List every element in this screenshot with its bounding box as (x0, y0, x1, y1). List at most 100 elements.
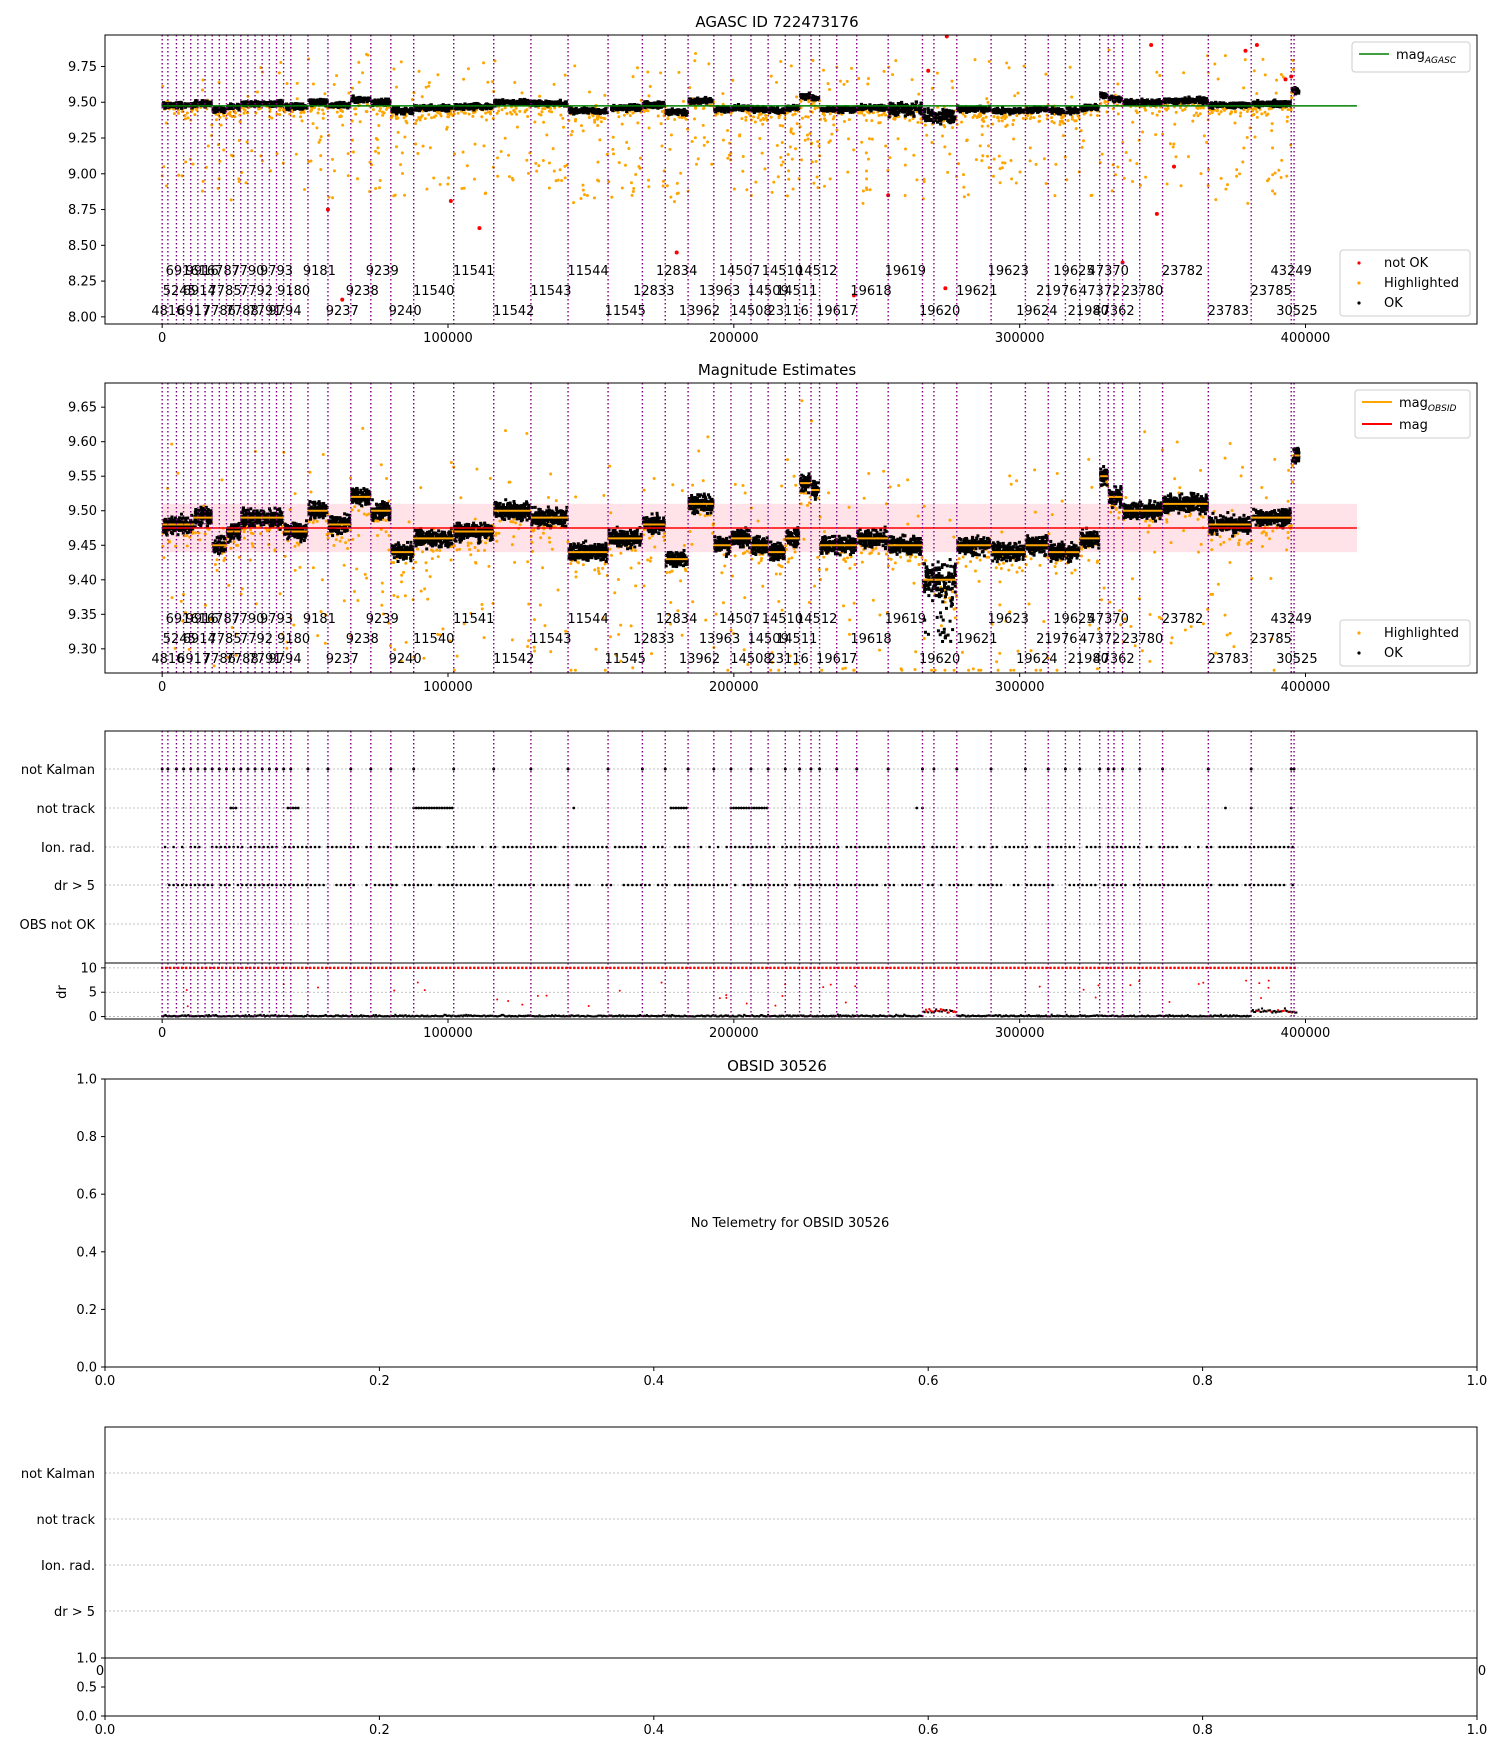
ok-point (971, 108, 976, 112)
highlighted-point (916, 120, 920, 124)
highlighted-point (1178, 106, 1182, 110)
ok-point (1037, 108, 1041, 112)
highlighted-point (992, 115, 996, 119)
ok-point (1167, 99, 1171, 103)
highlighted-point (781, 160, 785, 164)
highlighted-point (799, 99, 803, 103)
highlighted-point (1054, 162, 1058, 166)
ok-point (933, 113, 938, 117)
ok-point (597, 111, 601, 115)
highlighted-point (292, 114, 296, 118)
highlighted-point (1214, 198, 1218, 202)
ok-point (526, 100, 530, 105)
ok-point (901, 105, 905, 109)
ok-point (216, 108, 221, 113)
highlighted-point (585, 194, 589, 198)
ok-point (868, 106, 872, 110)
highlighted-point (828, 139, 832, 143)
highlighted-point (1103, 99, 1107, 103)
ok-point (931, 111, 935, 115)
ok-point (869, 109, 873, 113)
highlighted-point (346, 152, 350, 156)
highlighted-point (996, 115, 1000, 119)
highlighted-point (558, 168, 562, 172)
ok-point (175, 106, 180, 110)
highlighted-point (693, 136, 697, 140)
ok-point (626, 105, 630, 109)
highlighted-point (200, 88, 204, 92)
highlighted-point (184, 160, 188, 164)
highlighted-point (1082, 112, 1086, 116)
highlighted-point (998, 167, 1002, 171)
highlighted-point (177, 173, 181, 177)
highlighted-point (816, 105, 820, 109)
ok-point (963, 109, 967, 113)
ok-point (810, 95, 814, 99)
highlighted-point (1201, 106, 1205, 110)
highlighted-point (992, 157, 996, 161)
highlighted-point (394, 145, 398, 149)
ok-point (752, 110, 756, 115)
ok-point (736, 102, 741, 107)
ok-point (645, 100, 649, 104)
highlighted-point (255, 90, 259, 94)
ok-point (785, 108, 789, 112)
ok-point (1015, 108, 1019, 113)
ok-point (737, 108, 742, 112)
ok-point (816, 96, 821, 100)
ok-point (296, 105, 301, 109)
highlighted-point (1271, 146, 1275, 150)
ok-point (996, 109, 1001, 113)
ok-point (642, 103, 646, 107)
ok-point (276, 99, 281, 103)
highlighted-point (563, 176, 567, 180)
highlighted-point (1143, 106, 1147, 110)
highlighted-point (1206, 184, 1210, 188)
highlighted-point (318, 138, 322, 142)
highlighted-point (1279, 175, 1283, 179)
highlighted-point (980, 118, 984, 122)
highlighted-point (237, 180, 241, 184)
highlighted-point (526, 171, 530, 175)
highlighted-point (980, 133, 984, 137)
highlighted-point (503, 106, 507, 110)
ok-point (477, 103, 481, 107)
ok-point (939, 122, 943, 126)
highlighted-point (852, 148, 856, 152)
ok-point (1019, 110, 1023, 114)
ok-point (474, 105, 478, 109)
ok-point (350, 99, 354, 103)
highlighted-point (1044, 72, 1048, 76)
highlighted-point (726, 129, 730, 133)
highlighted-point (832, 115, 836, 119)
ok-point (571, 108, 575, 112)
highlighted-point (307, 160, 311, 164)
highlighted-point (315, 126, 319, 130)
ok-point (500, 101, 504, 105)
ok-point (351, 94, 355, 98)
highlighted-point (1089, 194, 1093, 198)
ok-point (1068, 108, 1073, 112)
ok-point (449, 105, 453, 109)
highlighted-point (1021, 116, 1025, 120)
highlighted-point (414, 121, 418, 125)
highlighted-point (1208, 112, 1212, 116)
highlighted-point (482, 144, 486, 148)
highlighted-point (908, 119, 912, 123)
ok-point (568, 110, 572, 115)
highlighted-point (707, 62, 711, 66)
highlighted-point (1068, 65, 1072, 69)
ok-point (272, 103, 276, 107)
ok-point (964, 105, 968, 109)
highlighted-point (759, 118, 763, 122)
highlighted-point (563, 73, 567, 77)
ok-point (380, 97, 384, 101)
ok-point (202, 99, 206, 103)
highlighted-point (942, 123, 946, 127)
highlighted-point (1155, 113, 1159, 117)
highlighted-point (659, 71, 663, 75)
highlighted-point (871, 111, 875, 115)
highlighted-point (275, 152, 279, 156)
ok-point (325, 98, 329, 102)
highlighted-point (1070, 95, 1074, 99)
